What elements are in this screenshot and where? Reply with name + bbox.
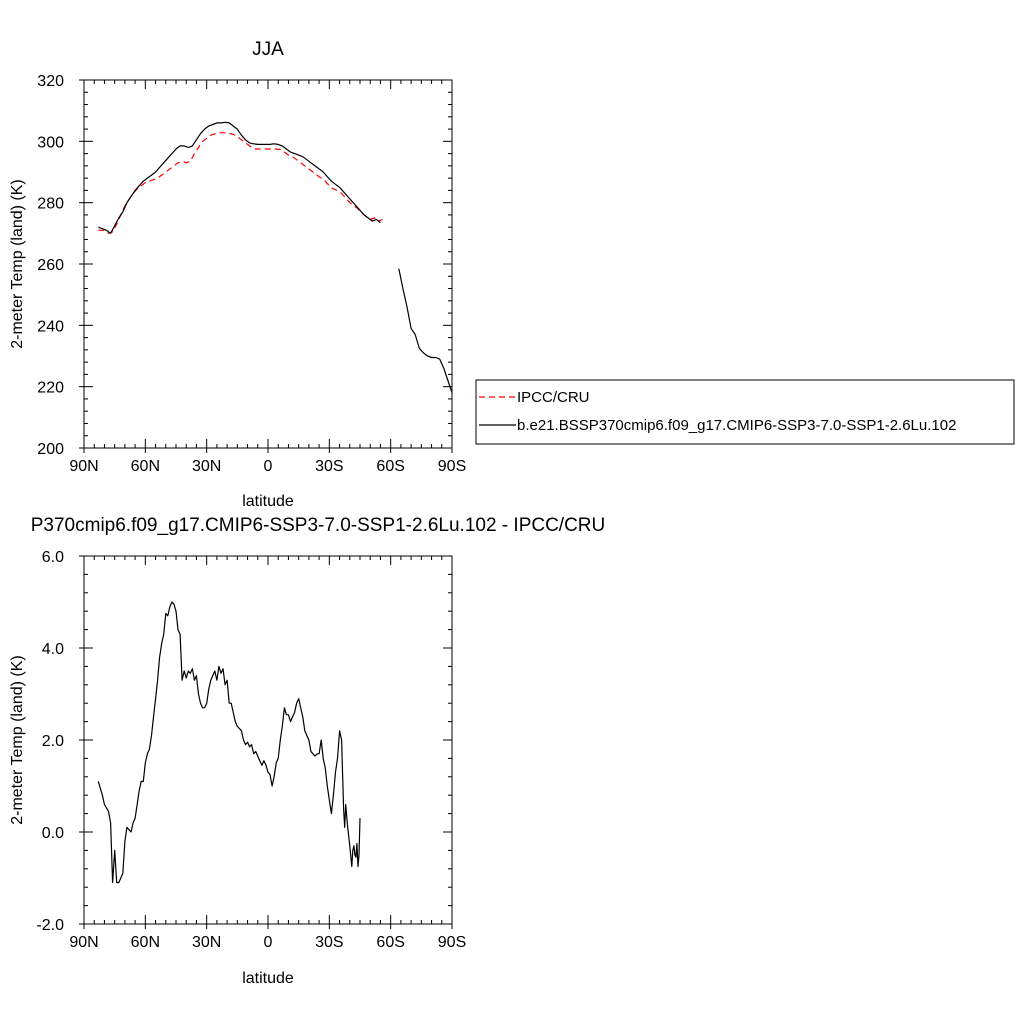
x-tick-label: 30S: [315, 458, 343, 475]
y-tick-label: 4.0: [42, 641, 64, 658]
x-tick-label: 30N: [192, 458, 221, 475]
x-tick-label: 60N: [131, 934, 160, 951]
chart-title: P370cmip6.f09_g17.CMIP6-SSP3-7.0-SSP1-2.…: [31, 515, 606, 536]
series-line-difference: [97, 601, 361, 884]
x-tick-label: 0: [264, 458, 273, 475]
bottom-chart: P370cmip6.f09_g17.CMIP6-SSP3-7.0-SSP1-2.…: [9, 515, 605, 987]
legend-box: [475, 379, 1015, 445]
series-layer: [98, 121, 453, 393]
y-tick-label: 220: [37, 380, 64, 397]
y-tick-label: 300: [37, 134, 64, 151]
y-tick-label: 200: [37, 441, 64, 458]
legend-label-model: b.e21.BSSP370cmip6.f09_g17.CMIP6-SSP3-7.…: [517, 417, 956, 434]
plot-frame: [83, 79, 453, 449]
series-line-b-e21-bssp370cmip6-f09-g17-cmip6-ssp3-7-0-ssp1-2-6lu-102: [98, 121, 453, 393]
series-line-ipcc-cru: [98, 132, 383, 234]
x-tick-label: 90N: [69, 458, 98, 475]
y-tick-label: 260: [37, 257, 64, 274]
legend: IPCC/CRU b.e21.BSSP370cmip6.f09_g17.CMIP…: [475, 379, 1015, 445]
y-tick-label: 280: [37, 196, 64, 213]
legend-label-ipcc-cru: IPCC/CRU: [517, 389, 590, 406]
x-tick-label: 0: [264, 934, 273, 951]
y-tick-label: 0.0: [42, 825, 64, 842]
y-tick-label: 6.0: [42, 549, 64, 566]
x-tick-label: 30S: [315, 934, 343, 951]
series-layer: [97, 601, 361, 884]
x-tick-label: 90S: [438, 934, 466, 951]
y-tick-label: 2.0: [42, 733, 64, 750]
x-axis-label: latitude: [242, 493, 294, 510]
y-tick-label: 320: [37, 73, 64, 90]
x-tick-label: 30N: [192, 934, 221, 951]
chart-title: JJA: [252, 39, 284, 60]
axis-ticks: 90N 60N 30N 0 30S 60S 90S 200 220 240 260 280 300 320: [37, 73, 466, 475]
y-tick-label: -2.0: [36, 917, 64, 934]
x-tick-label: 60N: [131, 458, 160, 475]
x-tick-label: 90S: [438, 458, 466, 475]
plot-frame: [83, 555, 453, 925]
y-axis-label: 2-meter Temp (land) (K): [9, 655, 26, 825]
x-tick-label: 60S: [376, 934, 404, 951]
x-tick-label: 90N: [69, 934, 98, 951]
y-axis-label: 2-meter Temp (land) (K): [9, 179, 26, 349]
x-tick-label: 60S: [376, 458, 404, 475]
x-axis-label: latitude: [242, 970, 294, 987]
y-tick-label: 240: [37, 318, 64, 335]
axis-ticks: 90N 60N 30N 0 30S 60S 90S -2.0 0.0 2.0 4.0 6.0: [36, 549, 466, 951]
top-chart: JJA 90N 60N 30N 0 30S 60S 90S 200 220 240 260 280 30…: [9, 39, 466, 510]
